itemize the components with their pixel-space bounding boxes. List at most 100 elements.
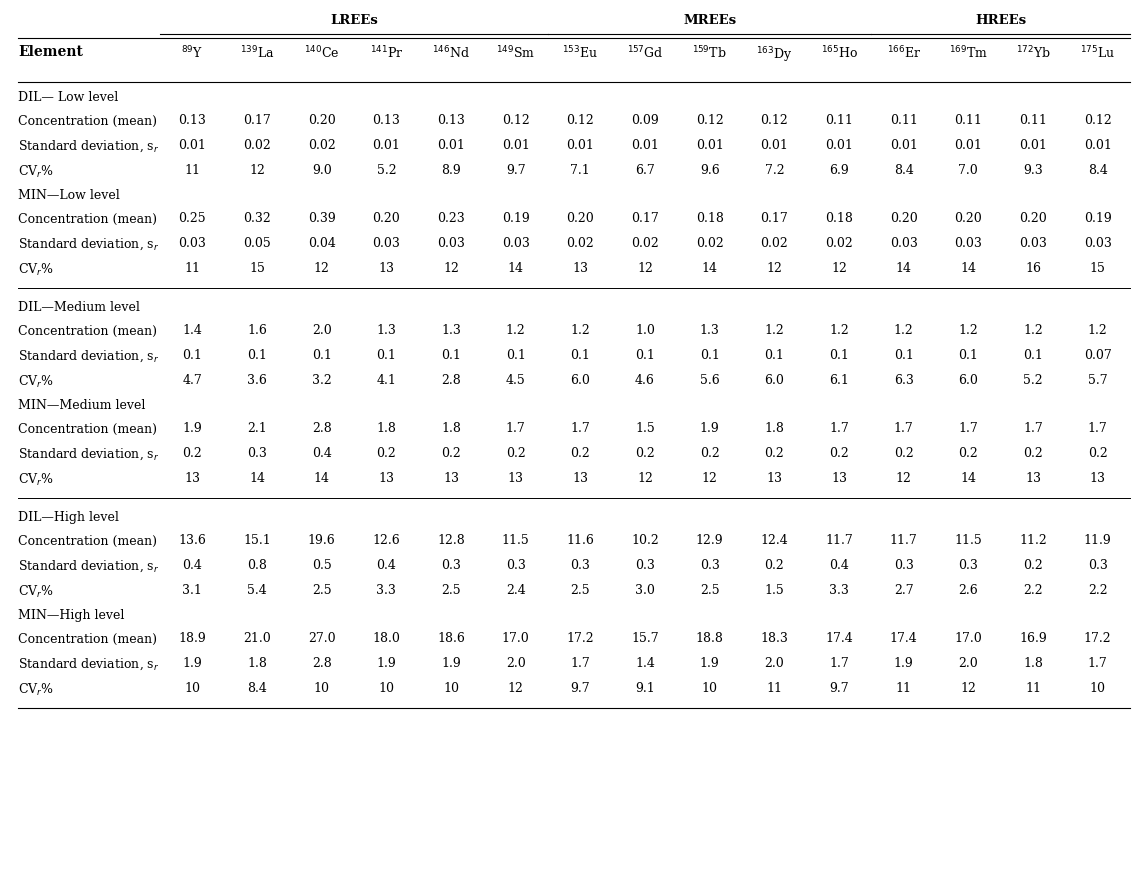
- Text: 15.7: 15.7: [631, 632, 658, 646]
- Text: 0.20: 0.20: [308, 114, 335, 128]
- Text: 1.2: 1.2: [829, 324, 848, 338]
- Text: 2.0: 2.0: [765, 657, 784, 670]
- Text: 1.7: 1.7: [1088, 422, 1107, 436]
- Text: 0.2: 0.2: [506, 447, 526, 460]
- Text: 2.8: 2.8: [311, 657, 332, 670]
- Text: 1.4: 1.4: [182, 324, 203, 338]
- Text: 1.7: 1.7: [829, 422, 848, 436]
- Text: 0.2: 0.2: [1024, 447, 1043, 460]
- Text: 0.03: 0.03: [372, 237, 401, 250]
- Text: MIN—Low level: MIN—Low level: [18, 189, 120, 202]
- Text: 0.04: 0.04: [308, 237, 335, 250]
- Text: 6.0: 6.0: [765, 373, 784, 387]
- Text: 10.2: 10.2: [631, 535, 658, 547]
- Text: 17.0: 17.0: [955, 632, 982, 646]
- Text: Standard deviation, s$_r$: Standard deviation, s$_r$: [18, 559, 159, 574]
- Text: 18.9: 18.9: [179, 632, 206, 646]
- Text: 12: 12: [507, 681, 523, 695]
- Text: 3.1: 3.1: [182, 583, 203, 597]
- Text: 0.05: 0.05: [243, 237, 271, 250]
- Text: 1.4: 1.4: [635, 657, 655, 670]
- Text: 0.3: 0.3: [635, 559, 655, 572]
- Text: 2.5: 2.5: [441, 583, 460, 597]
- Text: 0.2: 0.2: [700, 447, 719, 460]
- Text: 0.02: 0.02: [696, 237, 724, 250]
- Text: 0.03: 0.03: [1019, 237, 1047, 250]
- Text: 0.03: 0.03: [437, 237, 465, 250]
- Text: 5.4: 5.4: [247, 583, 267, 597]
- Text: 9.7: 9.7: [570, 681, 590, 695]
- Text: 0.01: 0.01: [502, 139, 530, 152]
- Text: 0.18: 0.18: [696, 213, 724, 226]
- Text: 1.2: 1.2: [1024, 324, 1043, 338]
- Text: MREEs: MREEs: [684, 14, 736, 27]
- Text: 17.4: 17.4: [826, 632, 853, 646]
- Text: 3.3: 3.3: [377, 583, 396, 597]
- Text: Standard deviation, s$_r$: Standard deviation, s$_r$: [18, 447, 159, 463]
- Text: 14: 14: [507, 262, 523, 274]
- Text: 14: 14: [895, 262, 911, 274]
- Text: 10: 10: [378, 681, 394, 695]
- Text: 0.1: 0.1: [441, 349, 461, 362]
- Text: DIL— Low level: DIL— Low level: [18, 91, 118, 104]
- Text: 13.6: 13.6: [179, 535, 206, 547]
- Text: 12.4: 12.4: [760, 535, 788, 547]
- Text: 1.3: 1.3: [700, 324, 719, 338]
- Text: 0.2: 0.2: [182, 447, 203, 460]
- Text: 15: 15: [1090, 262, 1106, 274]
- Text: CV$_r$%: CV$_r$%: [18, 163, 54, 179]
- Text: 12: 12: [443, 262, 459, 274]
- Text: 14: 14: [961, 472, 977, 485]
- Text: 0.2: 0.2: [958, 447, 978, 460]
- Text: 0.03: 0.03: [179, 237, 206, 250]
- Text: 2.0: 2.0: [311, 324, 332, 338]
- Text: 6.1: 6.1: [829, 373, 848, 387]
- Text: 13: 13: [378, 262, 394, 274]
- Text: 1.9: 1.9: [182, 422, 203, 436]
- Text: 0.3: 0.3: [441, 559, 461, 572]
- Text: 0.39: 0.39: [308, 213, 335, 226]
- Text: $^{139}$La: $^{139}$La: [239, 45, 275, 62]
- Text: 6.0: 6.0: [958, 373, 978, 387]
- Text: 18.0: 18.0: [372, 632, 401, 646]
- Text: 0.3: 0.3: [570, 559, 591, 572]
- Text: 11.6: 11.6: [567, 535, 594, 547]
- Text: 0.4: 0.4: [377, 559, 396, 572]
- Text: 4.1: 4.1: [377, 373, 396, 387]
- Text: 2.2: 2.2: [1024, 583, 1043, 597]
- Text: 0.1: 0.1: [311, 349, 332, 362]
- Text: 16.9: 16.9: [1019, 632, 1047, 646]
- Text: 0.01: 0.01: [179, 139, 206, 152]
- Text: 2.5: 2.5: [311, 583, 332, 597]
- Text: 10: 10: [443, 681, 459, 695]
- Text: DIL—Medium level: DIL—Medium level: [18, 301, 140, 314]
- Text: 0.02: 0.02: [308, 139, 335, 152]
- Text: 5.2: 5.2: [377, 163, 396, 177]
- Text: 11.5: 11.5: [502, 535, 529, 547]
- Text: 0.11: 0.11: [1019, 114, 1047, 128]
- Text: 0.12: 0.12: [567, 114, 594, 128]
- Text: 0.12: 0.12: [1084, 114, 1112, 128]
- Text: 1.3: 1.3: [441, 324, 461, 338]
- Text: 8.9: 8.9: [441, 163, 461, 177]
- Text: 12.8: 12.8: [437, 535, 465, 547]
- Text: 9.0: 9.0: [311, 163, 332, 177]
- Text: 0.1: 0.1: [570, 349, 591, 362]
- Text: $^{172}$Yb: $^{172}$Yb: [1016, 45, 1050, 62]
- Text: 12.6: 12.6: [372, 535, 401, 547]
- Text: 0.3: 0.3: [958, 559, 978, 572]
- Text: 1.2: 1.2: [1088, 324, 1107, 338]
- Text: 12: 12: [637, 262, 653, 274]
- Text: 11.5: 11.5: [955, 535, 982, 547]
- Text: 2.6: 2.6: [958, 583, 978, 597]
- Text: 0.2: 0.2: [441, 447, 461, 460]
- Text: 13: 13: [766, 472, 782, 485]
- Text: 17.2: 17.2: [1084, 632, 1112, 646]
- Text: 0.12: 0.12: [502, 114, 529, 128]
- Text: 12: 12: [766, 262, 782, 274]
- Text: $^{175}$Lu: $^{175}$Lu: [1080, 45, 1115, 62]
- Text: 0.1: 0.1: [765, 349, 784, 362]
- Text: LREEs: LREEs: [330, 14, 378, 27]
- Text: 10: 10: [184, 681, 200, 695]
- Text: $^{159}$Tb: $^{159}$Tb: [693, 45, 727, 62]
